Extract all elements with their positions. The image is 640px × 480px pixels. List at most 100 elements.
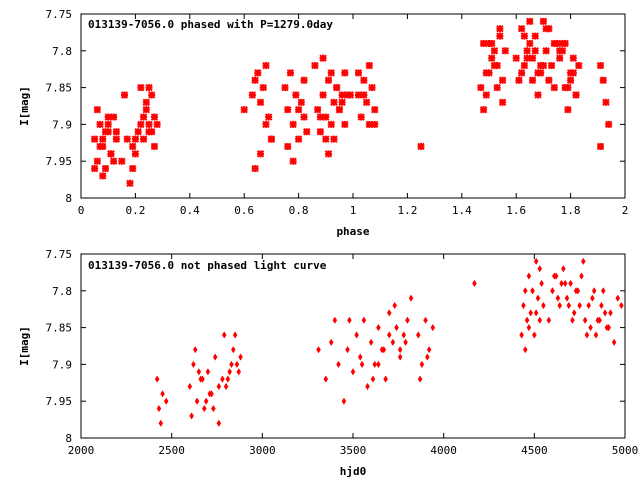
data-point bbox=[479, 39, 488, 48]
data-point bbox=[526, 17, 534, 26]
x-tick-label: 1.6 bbox=[506, 204, 526, 217]
data-point bbox=[163, 397, 169, 405]
data-point bbox=[294, 105, 303, 114]
x-tick-label: 4500 bbox=[521, 444, 548, 457]
data-point bbox=[256, 150, 265, 158]
data-point bbox=[286, 69, 295, 77]
data-point bbox=[139, 113, 148, 121]
x-axis-ticks: 0 0.2 0.4 0.6 0.8 1 1.2 1.4 1.6 1.8 2 bbox=[78, 14, 628, 217]
data-point bbox=[370, 375, 376, 383]
data-point bbox=[390, 338, 396, 346]
data-point bbox=[551, 272, 557, 280]
data-point bbox=[360, 91, 368, 99]
data-point bbox=[192, 346, 198, 354]
data-point bbox=[419, 360, 425, 369]
data-point bbox=[205, 368, 211, 376]
data-point bbox=[570, 316, 575, 324]
data-point bbox=[109, 113, 118, 121]
x-axis-label: phase bbox=[336, 225, 369, 238]
data-point bbox=[556, 54, 564, 62]
data-point bbox=[93, 157, 102, 165]
data-point bbox=[107, 150, 115, 158]
data-point bbox=[112, 128, 121, 136]
data-point bbox=[259, 83, 267, 92]
data-point bbox=[490, 61, 499, 70]
data-point bbox=[160, 390, 165, 398]
x-tick-label: 1 bbox=[350, 204, 357, 217]
y-tick-label: 7.9 bbox=[52, 118, 72, 131]
y-tick-label: 7.75 bbox=[46, 8, 73, 21]
data-points bbox=[154, 257, 624, 427]
data-point bbox=[498, 98, 507, 107]
x-tick-label: 3000 bbox=[249, 444, 276, 457]
data-point bbox=[262, 61, 270, 70]
data-point bbox=[531, 32, 539, 40]
data-point bbox=[319, 91, 327, 99]
data-point bbox=[236, 368, 242, 376]
data-point bbox=[158, 419, 164, 427]
data-point bbox=[531, 47, 539, 55]
data-point bbox=[289, 157, 297, 165]
data-point bbox=[118, 157, 126, 165]
data-point bbox=[557, 301, 563, 310]
data-point bbox=[564, 105, 572, 114]
data-point bbox=[335, 105, 344, 114]
x-tick-label: 0.6 bbox=[234, 204, 254, 217]
data-point bbox=[251, 76, 259, 84]
data-point bbox=[501, 47, 510, 55]
data-point bbox=[336, 360, 341, 369]
data-point bbox=[200, 375, 205, 383]
data-point bbox=[153, 120, 161, 129]
data-point bbox=[519, 331, 524, 339]
data-point bbox=[322, 113, 330, 121]
data-point bbox=[535, 294, 541, 302]
data-point bbox=[600, 287, 606, 295]
data-point bbox=[477, 83, 485, 92]
data-point bbox=[207, 390, 213, 398]
data-points bbox=[90, 17, 613, 187]
data-point bbox=[145, 128, 153, 136]
data-point bbox=[240, 105, 248, 114]
data-point bbox=[371, 120, 379, 129]
data-point bbox=[604, 120, 613, 129]
data-point bbox=[572, 91, 580, 99]
data-point bbox=[238, 353, 243, 361]
y-tick-label: 7.95 bbox=[46, 155, 73, 168]
data-point bbox=[417, 375, 423, 383]
data-point bbox=[221, 331, 227, 339]
y-tick-label: 7.9 bbox=[52, 358, 72, 371]
data-point bbox=[522, 346, 528, 354]
data-point bbox=[542, 25, 550, 33]
data-point bbox=[357, 353, 363, 361]
data-point bbox=[579, 272, 584, 280]
y-tick-label: 8 bbox=[65, 432, 72, 445]
data-point bbox=[354, 69, 363, 77]
data-point bbox=[156, 404, 162, 413]
data-point bbox=[346, 91, 354, 99]
data-point bbox=[542, 47, 550, 55]
y-tick-label: 7.85 bbox=[46, 82, 73, 95]
data-point bbox=[376, 323, 381, 332]
data-point bbox=[109, 157, 118, 165]
plot-frame bbox=[80, 13, 626, 199]
data-point bbox=[365, 382, 370, 391]
data-point bbox=[368, 83, 376, 92]
data-point bbox=[347, 316, 352, 324]
data-point bbox=[319, 54, 327, 62]
data-point bbox=[216, 382, 222, 391]
data-point bbox=[284, 142, 292, 151]
data-point bbox=[602, 98, 610, 107]
data-point bbox=[564, 83, 572, 92]
data-point bbox=[606, 323, 611, 332]
data-point bbox=[482, 91, 490, 99]
data-point bbox=[534, 91, 542, 99]
data-point bbox=[99, 135, 107, 143]
data-point bbox=[96, 142, 104, 151]
data-point bbox=[526, 39, 534, 48]
data-point bbox=[520, 32, 529, 40]
data-point bbox=[512, 54, 520, 62]
data-point bbox=[126, 179, 134, 187]
x-tick-label: 0.2 bbox=[125, 204, 145, 217]
data-point bbox=[562, 279, 568, 288]
